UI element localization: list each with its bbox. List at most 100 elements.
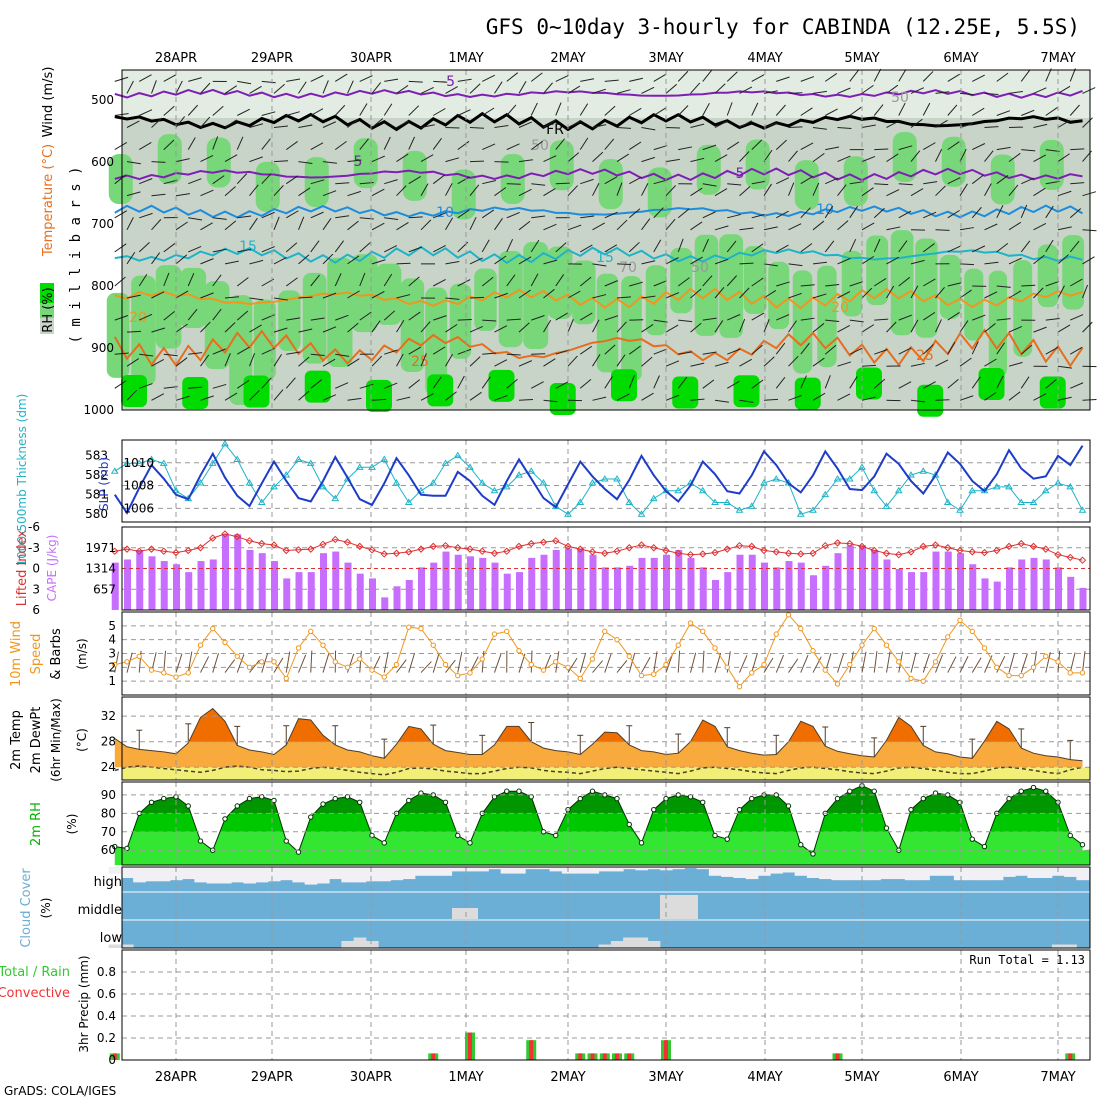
wind-barb [432,138,442,150]
wind10m-barb [359,650,362,673]
wind-barb [114,142,128,151]
wind-barb [714,225,729,231]
rh-point [920,795,926,802]
wind10m-point [295,645,302,651]
precip-convective-bar [590,1053,595,1060]
wind-barb [861,222,875,231]
cloud-high-gap [770,867,783,874]
lifted-index-point [258,539,266,548]
cloud-low-gap [647,941,661,948]
rh-point [308,814,314,820]
wind-barb [702,144,717,151]
wind-barb [959,263,975,266]
cape-bar [846,545,854,610]
wind-barb [849,106,862,116]
wind-barb [972,74,985,82]
rh-point [1079,842,1086,848]
wind-barb [726,141,740,151]
wind-barb [383,310,396,321]
wind-barb [347,397,362,401]
wind10m-point [638,672,645,679]
wind-barb [310,179,325,185]
rh-fill-mid [719,234,744,338]
rh-fill-mid [278,290,301,351]
cloud-high-gap [610,867,624,872]
wind-barb [469,83,481,94]
cape-bar [957,553,964,610]
wind-barb [494,255,507,265]
wind-barb [775,104,786,116]
y-tick-label: 0 [32,562,40,576]
cloud-high-gap [794,867,808,876]
rh-point [357,799,363,805]
ylabel-t2m-c: (6hr Min/Max) [49,698,63,782]
lifted-index-point [184,546,192,555]
wind-barb [420,393,434,401]
wind-barb [396,222,409,231]
wind-barb [1057,119,1071,128]
wind10m-point [148,667,155,673]
wind-barb [420,124,435,128]
wind-barb [616,219,628,231]
cape-bar [136,549,144,610]
wind-barb [886,84,899,94]
rh-fill-dark [978,368,1005,401]
wind-barb [947,282,962,287]
panel-frame [121,69,1091,411]
wind-barb [604,344,616,355]
wind-barb [408,136,416,150]
cloud-high-gap [414,867,428,876]
wind-barb [849,319,864,323]
wind-barb [1008,221,1022,231]
wind-barb [641,392,654,401]
rh-point [626,821,632,828]
wind-barb [592,396,607,401]
wind-barb [800,284,815,287]
wind-barb [628,208,641,219]
cloud-high-gap [880,867,894,880]
wind-barb [347,118,359,128]
thickness-point [1054,478,1062,486]
wind-barb [445,127,460,129]
contour-label: 50 [891,90,909,106]
footer-credit: GrADS: COLA/IGES [4,1084,116,1098]
wind-barb [322,121,336,128]
wind-barb [126,120,140,128]
wind-barb [285,242,298,253]
wind-barb [114,174,126,185]
wind-barb [126,389,138,401]
rh-fill-mid [1013,260,1033,357]
lifted-index-point [662,546,670,555]
wind-barb [849,70,859,82]
wind-barb [1057,190,1072,197]
wind-barb [629,77,643,82]
wind-barb [1045,205,1054,219]
wind-barb [898,145,913,151]
wind-barb [1082,117,1093,128]
thickness-point [527,467,536,474]
wind-barb [531,315,545,321]
precip-panel: 0.80.60.40.20 [97,949,1091,1067]
thickness-point [1078,506,1087,513]
ylabel-cloud-units: (%) [39,898,53,919]
y-tick-label: 70 [101,825,116,839]
wind-barb [420,86,434,94]
wind-barb [334,104,346,116]
wind-barb [616,354,626,367]
wind-barb [408,216,423,219]
wind-barb [322,80,329,94]
wind-barb [384,179,398,185]
wind-barb [812,261,827,265]
wind10m-barb [971,657,982,673]
wind-barb [224,353,231,367]
dewpoint-band [122,767,1090,780]
thickness-point [368,463,376,470]
wind-barb [739,287,750,299]
cloud-high-gap [598,867,612,872]
wind-barb [371,222,385,231]
wind-barb [188,217,203,221]
wind-barb [910,259,925,265]
cloud-level-low: low [100,931,123,946]
wind-barb [273,256,287,265]
rh-fill-mid [449,283,472,359]
